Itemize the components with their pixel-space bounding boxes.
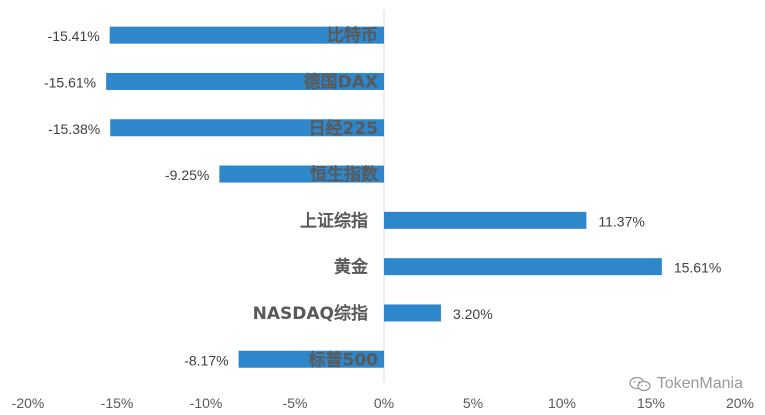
x-tick-label: 20% [726, 395, 754, 411]
category-label: 恒生指数 [310, 164, 379, 185]
watermark-text: TokenMania [656, 375, 743, 392]
x-tick-label: 5% [463, 395, 483, 411]
bar-1 [109, 26, 385, 44]
x-tick-label: -15% [101, 395, 134, 411]
data-label: 15.61% [674, 260, 721, 276]
category-label: 比特币 [327, 25, 378, 46]
bar-2 [106, 72, 384, 90]
watermark: TokenMania [629, 375, 743, 393]
data-label: 3.20% [453, 306, 493, 322]
category-label: 黄金 [334, 257, 369, 278]
data-label: -9.25% [165, 167, 209, 183]
category-label: 日经225 [309, 118, 379, 139]
data-label: -15.61% [44, 74, 96, 90]
data-label: -15.41% [48, 28, 100, 44]
bar-3 [110, 119, 385, 137]
x-tick-label: 0% [374, 395, 394, 411]
category-label: 标普500 [309, 349, 379, 370]
x-tick-label: -10% [190, 395, 223, 411]
x-tick-label: -20% [12, 395, 45, 411]
x-tick-label: 15% [637, 395, 665, 411]
wechat-icon [629, 376, 651, 392]
x-tick-label: 10% [548, 395, 576, 411]
bar-4 [219, 165, 384, 183]
data-label: -15.38% [48, 121, 100, 137]
category-label: 德国DAX [304, 71, 378, 92]
category-label: 上证综指 [300, 210, 368, 231]
data-label: -8.17% [184, 352, 228, 368]
bar-8 [238, 350, 384, 368]
data-label: 11.37% [598, 213, 644, 229]
bar-7 [384, 304, 441, 322]
bar-6 [384, 258, 662, 276]
x-tick-label: -5% [283, 395, 308, 411]
category-label: NASDAQ综指 [253, 303, 368, 324]
bar-5 [384, 211, 587, 229]
